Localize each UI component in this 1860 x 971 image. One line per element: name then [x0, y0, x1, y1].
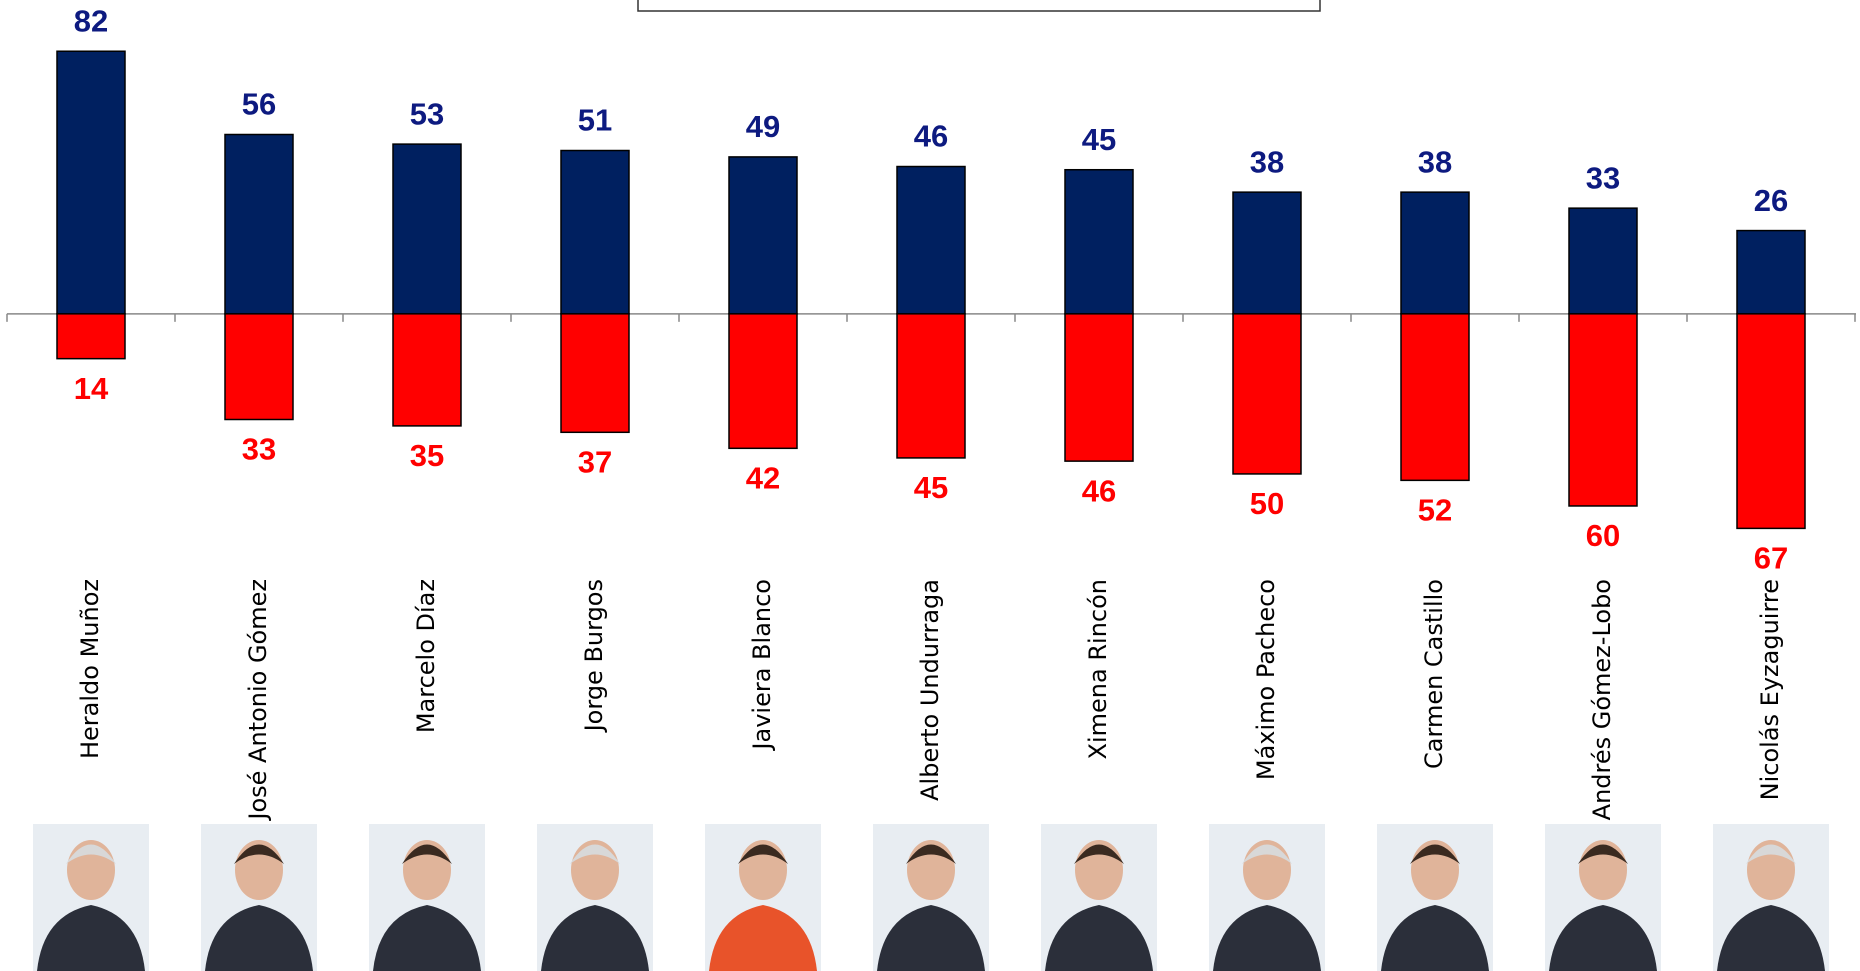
bar [1232, 191, 1302, 315]
bar [1064, 168, 1134, 315]
value-label: 33 [242, 432, 276, 467]
photo-hair [906, 844, 956, 864]
value-label: 51 [578, 103, 612, 138]
value-label: 45 [1082, 122, 1116, 157]
photo-body [1381, 905, 1489, 971]
photo [33, 824, 149, 971]
value-label: 46 [914, 119, 948, 154]
value-label: 49 [746, 109, 780, 144]
value-label: 46 [1082, 473, 1116, 508]
photo [705, 824, 821, 971]
value-label: 37 [578, 444, 612, 479]
bar [224, 313, 294, 421]
photo-body [877, 905, 985, 971]
x-tick-label: Ximena Rincón [1084, 579, 1112, 759]
value-label: 33 [1586, 160, 1620, 195]
photo [873, 824, 989, 971]
x-tick-label: José Antonio Gómez [244, 579, 272, 822]
bar [1568, 313, 1638, 507]
photo-hair [1746, 844, 1796, 864]
photo-body [709, 905, 817, 971]
photo [537, 824, 653, 971]
photo-hair [402, 844, 452, 864]
value-label: 14 [74, 371, 109, 406]
bar [56, 313, 126, 360]
photo-body [1045, 905, 1153, 971]
value-label: 38 [1418, 144, 1452, 179]
photo-hair [570, 844, 620, 864]
photo [1377, 824, 1493, 971]
photo [1041, 824, 1157, 971]
photo-hair [738, 844, 788, 864]
bar [896, 165, 966, 315]
value-label: 67 [1754, 541, 1788, 576]
bar [1400, 313, 1470, 482]
x-tick-label: Marcelo Díaz [412, 579, 440, 733]
value-label: 82 [74, 3, 108, 38]
photo-hair [66, 844, 116, 864]
value-label: 60 [1586, 518, 1620, 553]
value-label: 53 [410, 96, 444, 131]
photo-hair [1578, 844, 1628, 864]
photo-hair [234, 844, 284, 864]
photo-body [205, 905, 313, 971]
photo-body [1213, 905, 1321, 971]
value-label: 42 [746, 461, 780, 496]
photo [1545, 824, 1661, 971]
photo-body [1549, 905, 1657, 971]
bar [224, 133, 294, 315]
value-label: 35 [410, 438, 444, 473]
x-tick-label: Nicolás Eyzaguirre [1756, 579, 1784, 800]
photo-body [1717, 905, 1825, 971]
bar [56, 50, 126, 315]
bar [728, 156, 798, 315]
value-label: 56 [242, 87, 276, 122]
title-box [637, 0, 1321, 12]
x-tick-label: Carmen Castillo [1420, 579, 1448, 769]
value-label: 50 [1250, 486, 1284, 521]
bar [392, 313, 462, 427]
photo [369, 824, 485, 971]
bar [1568, 207, 1638, 315]
bar [1232, 313, 1302, 475]
bar [1736, 229, 1806, 315]
bar [560, 313, 630, 434]
value-label: 38 [1250, 144, 1284, 179]
bar [896, 313, 966, 459]
photo-body [37, 905, 145, 971]
x-tick-label: Javiera Blanco [748, 579, 776, 752]
bar [728, 313, 798, 450]
value-label: 45 [914, 470, 948, 505]
photo-body [541, 905, 649, 971]
x-tick-label: Andrés Gómez-Lobo [1588, 579, 1616, 820]
value-label: 26 [1754, 183, 1788, 218]
photo [1209, 824, 1325, 971]
bar [1064, 313, 1134, 462]
photo-hair [1410, 844, 1460, 864]
x-tick-label: Jorge Burgos [580, 579, 608, 733]
bar [1400, 191, 1470, 315]
photo-hair [1242, 844, 1292, 864]
x-tick-label: Máximo Pacheco [1252, 579, 1280, 780]
x-tick-label: Alberto Undurraga [916, 579, 944, 801]
photo-hair [1074, 844, 1124, 864]
photo-body [373, 905, 481, 971]
bar [560, 149, 630, 315]
bar [1736, 313, 1806, 530]
value-label: 52 [1418, 493, 1452, 528]
bar [392, 143, 462, 315]
photo [201, 824, 317, 971]
x-tick-label: Heraldo Muñoz [76, 579, 104, 759]
photo [1713, 824, 1829, 971]
